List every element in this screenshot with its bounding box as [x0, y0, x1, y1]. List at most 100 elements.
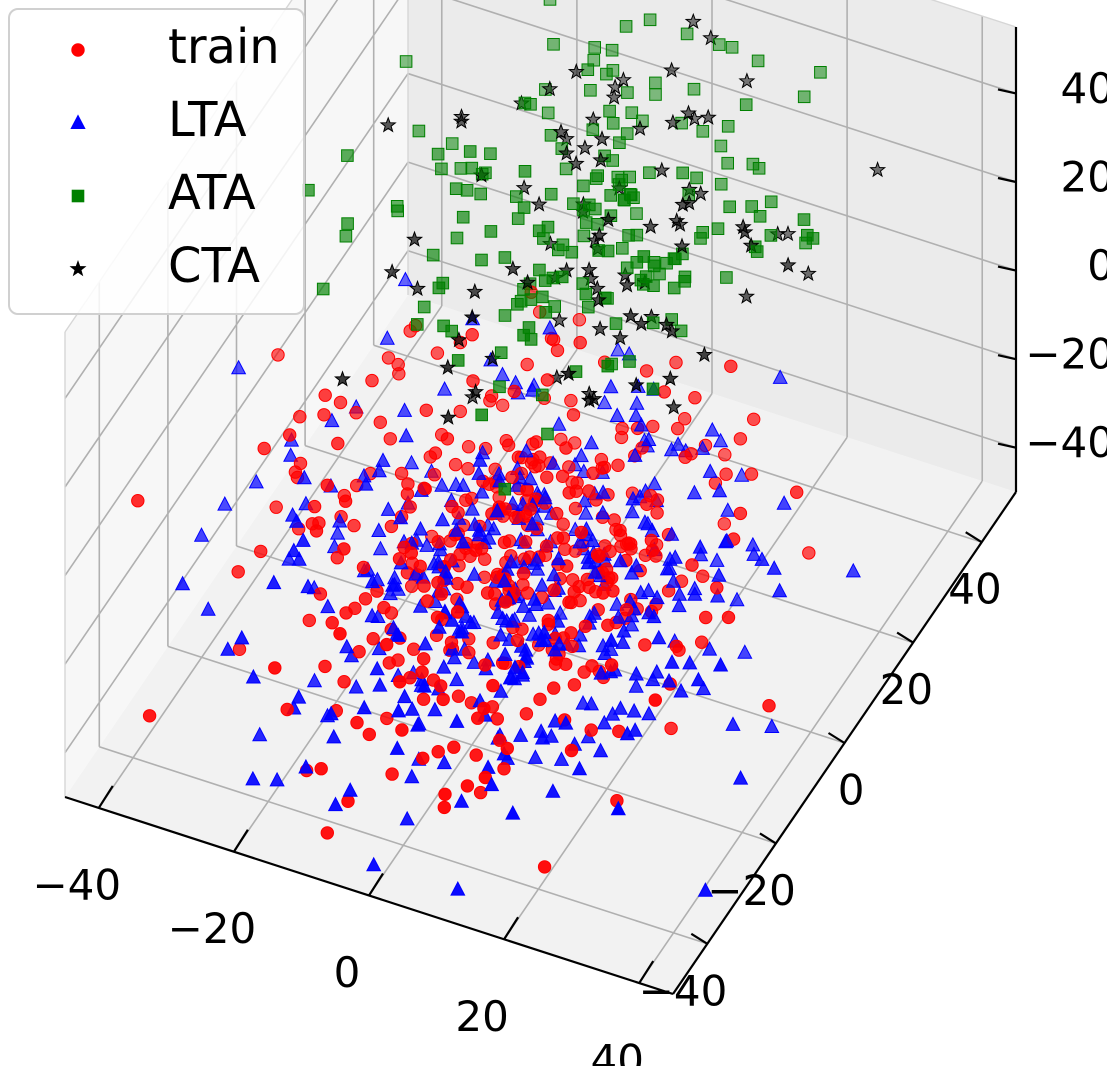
LTA-point: [551, 416, 567, 431]
LTA-point: [771, 582, 788, 598]
train-point: [572, 313, 587, 327]
train-point: [419, 403, 433, 417]
LTA-point: [448, 522, 465, 537]
train-point: [366, 632, 380, 646]
LTA-point: [375, 452, 391, 467]
train-point: [559, 657, 573, 671]
ATA-point: [678, 275, 691, 288]
train-point: [747, 412, 761, 426]
ATA-point: [475, 408, 488, 422]
train-point: [493, 733, 507, 747]
ATA-point: [484, 147, 497, 160]
train-point: [448, 457, 463, 472]
train-point: [624, 542, 638, 556]
z-tick-label: −40: [1025, 418, 1107, 467]
CTA-point: [439, 408, 457, 425]
ATA-point: [591, 169, 605, 182]
train-point: [337, 542, 351, 556]
train-point: [533, 450, 547, 464]
train-point: [451, 505, 465, 520]
train-point: [490, 712, 504, 726]
train-point: [478, 658, 492, 672]
LTA-point: [529, 551, 545, 567]
CTA-point: [599, 210, 617, 228]
y-tick-label: 40: [948, 565, 1001, 614]
CTA-point: [668, 212, 686, 229]
LTA-point: [419, 537, 435, 552]
train-point: [339, 606, 353, 620]
ATA-point: [517, 201, 531, 214]
train-point: [562, 595, 576, 609]
train-point: [596, 586, 610, 600]
CTA-point: [642, 217, 660, 234]
train-point: [556, 531, 571, 545]
train-point: [559, 441, 573, 455]
ATA-point: [536, 388, 549, 402]
ATA-point: [417, 300, 431, 314]
LTA-point: [586, 605, 602, 620]
ATA-point: [582, 300, 595, 314]
ATA-point: [753, 210, 767, 223]
CTA-point: [591, 320, 609, 337]
ATA-point: [696, 125, 710, 138]
LTA-point: [372, 540, 389, 556]
CTA-point: [567, 154, 585, 172]
LTA-point: [200, 601, 216, 616]
LTA-point: [667, 549, 683, 564]
train-point: [724, 359, 738, 373]
LTA-point: [637, 514, 653, 529]
z-tick-mark: [997, 354, 1017, 361]
train-point: [733, 432, 748, 446]
CTA-point: [736, 223, 754, 240]
x-tick-mark: [97, 785, 114, 809]
train-point: [313, 587, 328, 601]
train-point: [317, 408, 331, 422]
z-tick-label: 40: [1061, 64, 1107, 113]
LTA-point: [664, 654, 680, 669]
CTA-point: [590, 226, 608, 243]
ATA-point: [449, 182, 463, 195]
train-point: [669, 639, 684, 653]
train-point: [377, 600, 391, 615]
train-point: [320, 478, 334, 492]
ATA-point: [751, 54, 765, 68]
ATA-point: [622, 229, 635, 242]
ATA-point: [339, 229, 353, 243]
x-tick-mark: [232, 829, 249, 853]
train-point: [684, 447, 698, 461]
ATA-point: [584, 84, 597, 97]
train-point: [477, 701, 491, 716]
LTA-point: [471, 465, 487, 480]
LTA-point: [615, 634, 631, 649]
CTA-point: [550, 311, 568, 328]
ATA-point: [431, 147, 445, 161]
train-point: [607, 513, 621, 527]
LTA-point: [411, 715, 427, 731]
LTA-point: [725, 716, 741, 731]
LTA-point: [692, 539, 708, 554]
train-point: [318, 388, 332, 402]
z-tick-mark: [997, 442, 1017, 449]
LTA-point: [578, 505, 594, 520]
LTA-point: [663, 441, 680, 457]
train-point: [584, 723, 598, 737]
y-gridline: [167, 645, 777, 845]
train-point: [341, 794, 355, 808]
ATA-point: [437, 319, 450, 333]
LTA-point: [583, 695, 600, 711]
LTA-point: [507, 659, 523, 674]
train-point: [471, 711, 485, 725]
train-point: [648, 693, 662, 707]
train-point: [688, 391, 702, 405]
ATA-point: [435, 162, 448, 176]
LTA-point: [324, 412, 340, 428]
train-point: [717, 517, 731, 531]
LTA-point: [641, 431, 657, 446]
ATA-point: [601, 244, 615, 258]
LTA-point: [269, 771, 285, 787]
train-point: [461, 440, 476, 454]
CTA-point: [557, 130, 575, 147]
ATA-point: [603, 104, 616, 118]
train-point: [283, 428, 297, 442]
train-point: [611, 458, 625, 472]
